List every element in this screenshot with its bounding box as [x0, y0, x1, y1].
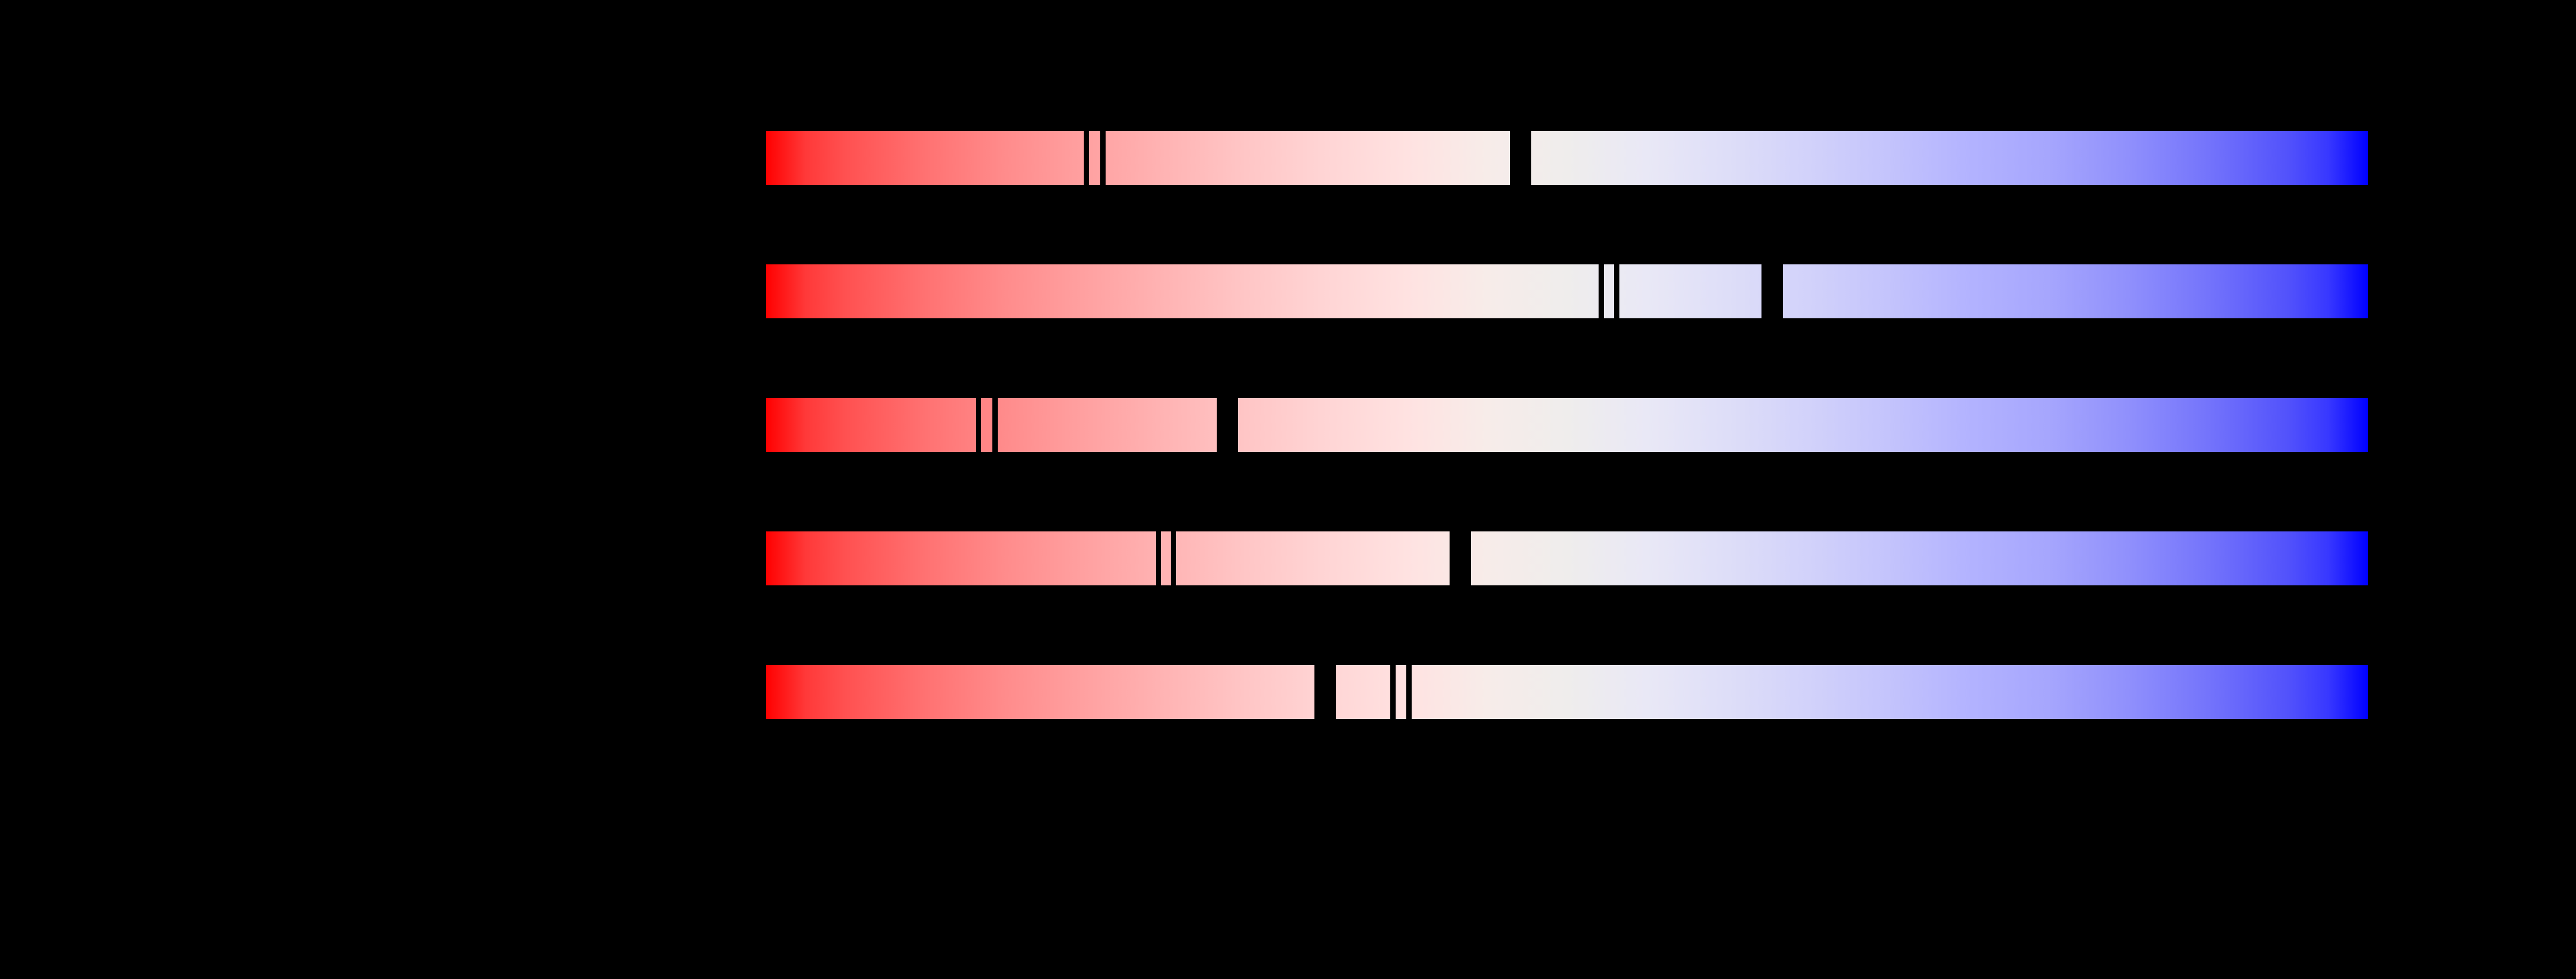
thin-tick-mark-3-1 — [976, 398, 981, 452]
thin-tick-mark-4-1 — [1156, 531, 1161, 585]
thin-tick-mark-5-2 — [1406, 665, 1412, 719]
thin-tick-mark-4-2 — [1171, 531, 1176, 585]
thin-tick-mark-2-2 — [1614, 264, 1619, 318]
gradient-strip-2 — [766, 264, 2368, 318]
thin-tick-mark-2-1 — [1599, 264, 1604, 318]
thin-tick-mark-5-1 — [1390, 665, 1396, 719]
gap-band-marker-5 — [1314, 665, 1336, 719]
gradient-strip-1 — [766, 131, 2368, 185]
thin-tick-mark-1-1 — [1084, 131, 1089, 185]
gap-band-marker-1 — [1510, 131, 1531, 185]
gap-band-marker-2 — [1761, 264, 1783, 318]
gradient-strip-4 — [766, 531, 2368, 585]
gradient-strip-3 — [766, 398, 2368, 452]
gap-band-marker-3 — [1217, 398, 1238, 452]
gap-band-marker-4 — [1450, 531, 1471, 585]
gradient-strip-5 — [766, 665, 2368, 719]
thin-tick-mark-3-2 — [992, 398, 998, 452]
thin-tick-mark-1-2 — [1100, 131, 1106, 185]
